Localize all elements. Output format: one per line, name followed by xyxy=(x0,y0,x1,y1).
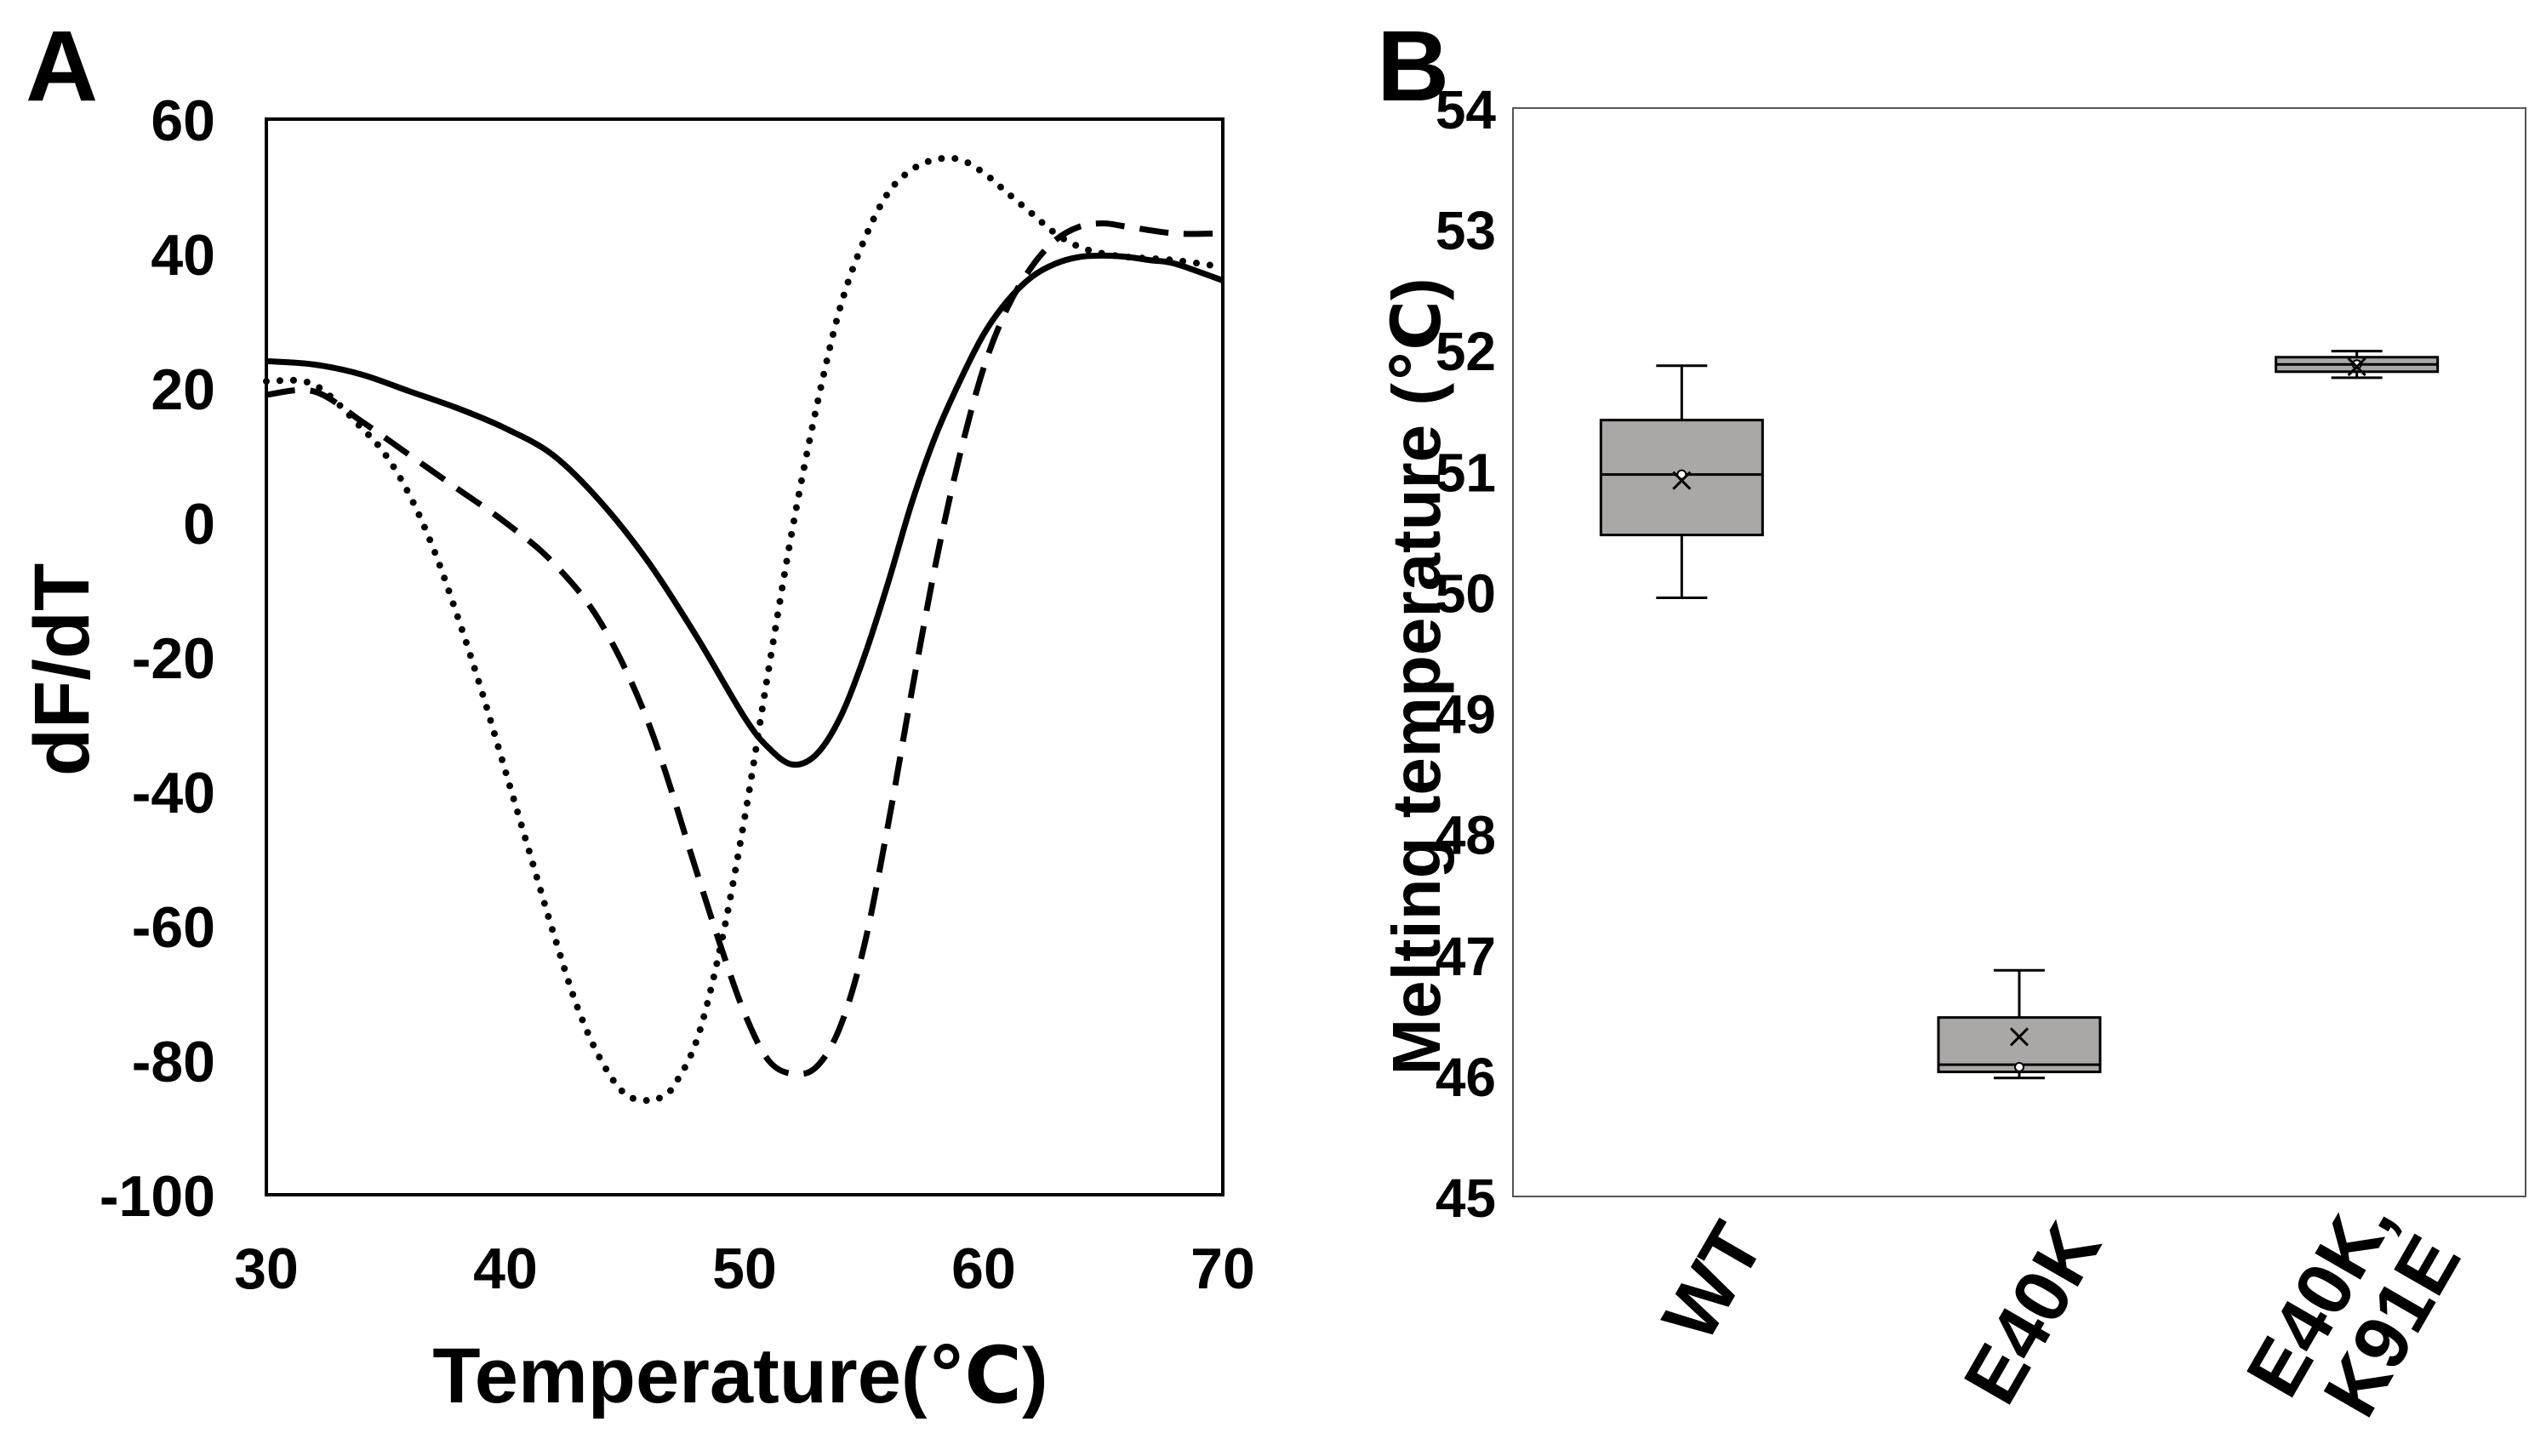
mean-marker xyxy=(2347,357,2366,377)
panel-b-y-tick-label: 47 xyxy=(1436,926,1496,987)
panel-b-y-tick-label: 49 xyxy=(1436,684,1496,745)
data-point xyxy=(2351,359,2362,370)
panel-b-boxes xyxy=(1599,350,2440,1080)
panel-a-plot-frame xyxy=(265,117,1224,1196)
panel-a-letter: A xyxy=(26,10,98,123)
panel-b-y-tick-label: 46 xyxy=(1436,1047,1496,1108)
panel-a-series-solid-line xyxy=(265,252,1224,768)
panel-b-letter: B xyxy=(1377,10,1449,123)
panel-a-x-tick-label: 50 xyxy=(712,1236,777,1301)
data-point xyxy=(2014,1061,2024,1072)
panel-b-box-0 xyxy=(1599,364,1764,600)
panel-a: A 60 40 20 0 -20 -40 -60 -80 -100 30 40 50 60 70 Tem… xyxy=(19,10,1255,1419)
mean-marker xyxy=(2009,1027,2029,1047)
panel-b-y-tick-label: 53 xyxy=(1436,200,1496,261)
panel-b-y-tick-label: 54 xyxy=(1436,79,1497,140)
panel-a-x-tick-label: 60 xyxy=(951,1236,1016,1301)
panel-a-y-tick-label: -40 xyxy=(132,761,215,825)
panel-a-x-tick-label: 40 xyxy=(473,1236,538,1301)
panel-a-y-ticks: 60 40 20 0 -20 -40 -60 -80 -100 xyxy=(100,89,215,1229)
panel-a-y-tick-label: -100 xyxy=(100,1164,215,1229)
panel-a-y-tick-label: 40 xyxy=(151,223,215,288)
panel-a-y-tick-label: 0 xyxy=(183,492,215,557)
panel-b-box-1 xyxy=(1937,968,2102,1080)
mean-marker xyxy=(1672,471,1692,490)
panel-b-y-ticks: 54 53 52 51 50 49 48 47 46 45 xyxy=(1436,79,1497,1229)
panel-a-x-tick-label: 70 xyxy=(1190,1236,1255,1301)
panel-a-x-ticks: 30 40 50 60 70 xyxy=(234,1236,1255,1301)
panel-b-y-tick-label: 50 xyxy=(1436,562,1496,624)
panel-a-y-tick-label: -20 xyxy=(132,626,215,691)
panel-a-x-tick-label: 30 xyxy=(234,1236,299,1301)
panel-b-box-2 xyxy=(2275,350,2440,380)
panel-a-y-tick-label: 60 xyxy=(151,89,215,153)
panel-b-y-tick-label: 48 xyxy=(1436,805,1496,866)
panel-b-y-axis-label: Melting temperature (℃) xyxy=(1379,278,1454,1076)
panel-a-x-axis-label: Temperature(℃) xyxy=(432,1333,1048,1419)
panel-a-y-tick-label: -80 xyxy=(132,1030,215,1094)
panel-a-y-tick-label: 20 xyxy=(151,357,215,422)
panel-b-y-tick-label: 51 xyxy=(1436,442,1496,503)
panel-a-series xyxy=(263,154,1226,1105)
panel-a-y-axis-label: dF/dT xyxy=(19,563,106,776)
panel-a-y-tick-label: -60 xyxy=(132,895,215,960)
panel-b-y-tick-label: 45 xyxy=(1436,1168,1496,1229)
panel-b-y-tick-label: 52 xyxy=(1436,321,1496,382)
panel-b-plot-frame xyxy=(1512,107,2526,1197)
panel-a-series-dashed-line xyxy=(265,220,1224,1077)
